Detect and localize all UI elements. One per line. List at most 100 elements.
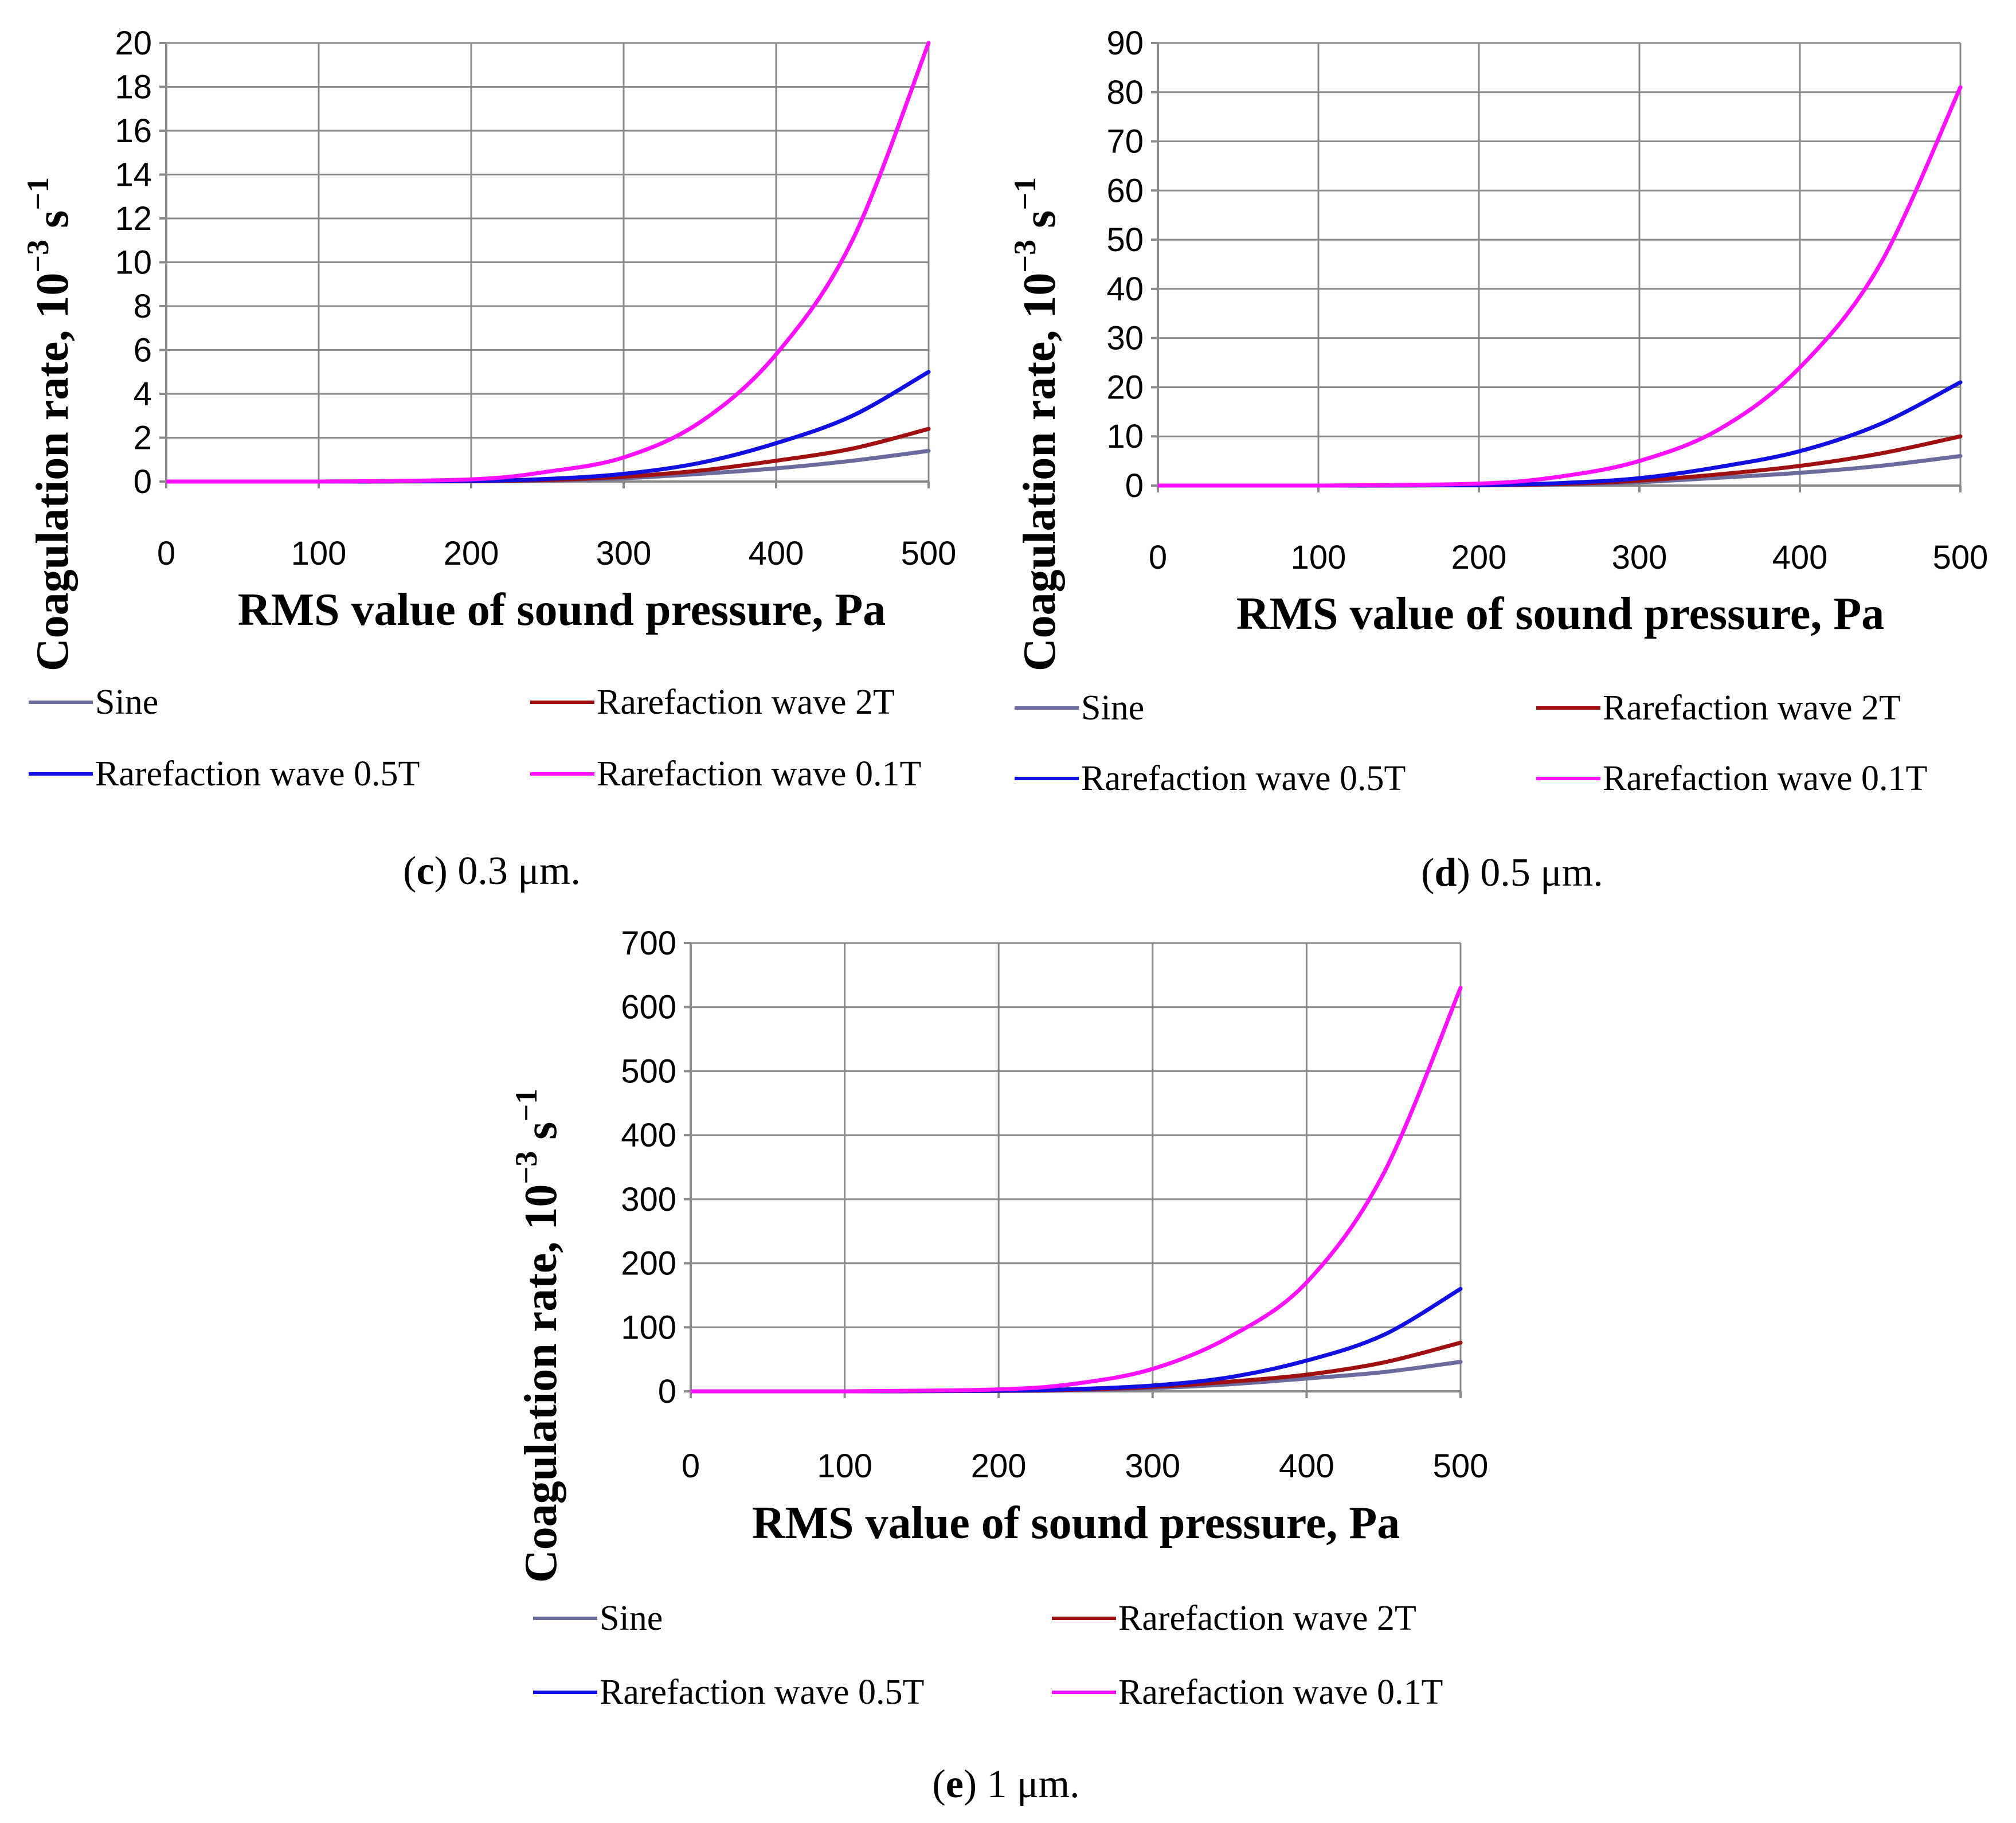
x-tick-label: 0	[682, 1448, 700, 1485]
y-axis-title-base: Coagulation rate, 10	[1015, 273, 1065, 672]
chart-e: 0 100 200 300 400 500 600 700 0 100 200 300 400 500 RM…	[509, 925, 1488, 1806]
y-tick-label: 10	[1106, 418, 1144, 455]
caption-text: 0.5 μm.	[1470, 851, 1603, 895]
y-tick-label: 300	[621, 1181, 676, 1218]
y-tick-label: 100	[621, 1309, 676, 1346]
legend-label-rarefaction-wave-2t: Rarefaction wave 2T	[1118, 1599, 1416, 1638]
series-line-rarefaction-wave-0-1t	[1158, 85, 1963, 488]
x-tick-label: 100	[817, 1448, 872, 1485]
x-tick-label: 400	[1279, 1448, 1334, 1485]
panel-caption: (e) 1 μm.	[932, 1762, 1079, 1806]
caption-letter: e	[946, 1762, 964, 1806]
legend-label-rarefaction-wave-2t: Rarefaction wave 2T	[1603, 688, 1901, 727]
plot-area	[1158, 43, 1960, 486]
series-lines	[166, 41, 931, 484]
series-lines	[1158, 85, 1963, 488]
y-tick-label: 700	[621, 925, 676, 962]
y-tick-label: 4	[134, 375, 152, 413]
y-axis-title: Coagulation rate, 10−3 s−1	[1008, 177, 1065, 671]
y-axis-title-unit: s	[28, 210, 78, 240]
caption-paren-close: )	[434, 849, 448, 893]
caption-paren-open: (	[403, 849, 416, 893]
panel-caption: (d) 0.5 μm.	[1421, 851, 1603, 895]
legend-label-sine: Sine	[1081, 688, 1144, 727]
x-tick-label: 200	[1451, 539, 1507, 576]
y-tick-label: 600	[621, 989, 676, 1026]
caption-paren-close: )	[964, 1762, 977, 1806]
y-axis-title: Coagulation rate, 10−3 s−1	[21, 177, 78, 671]
y-axis-title-exponent: −1	[21, 177, 55, 210]
y-tick-label: 18	[115, 69, 152, 106]
x-tick-label: 300	[596, 535, 652, 572]
x-tick-label: 100	[291, 535, 347, 572]
x-tick-label: 300	[1612, 539, 1667, 576]
x-axis-title: RMS value of sound pressure, Pa	[752, 1498, 1400, 1548]
y-tick-label: 50	[1106, 221, 1144, 259]
legend: Sine Rarefaction wave 2T Rarefaction wave …	[533, 1599, 1443, 1712]
y-tick-label: 70	[1106, 123, 1144, 161]
y-tick-label: 10	[115, 244, 152, 281]
legend-label-rarefaction-wave-2t: Rarefaction wave 2T	[597, 683, 895, 722]
y-tick-label: 80	[1106, 74, 1144, 111]
y-tick-label: 16	[115, 112, 152, 150]
caption-text: 1 μm.	[977, 1762, 1079, 1806]
panel-caption: (c) 0.3 μm.	[403, 849, 581, 893]
y-axis-title-exponent: −1	[1008, 177, 1042, 210]
x-tick-label: 500	[901, 535, 957, 572]
y-tick-label: 14	[115, 157, 152, 194]
y-axis-title-base: Coagulation rate, 10	[28, 273, 78, 672]
caption-paren-close: )	[1457, 851, 1470, 895]
legend-label-sine: Sine	[600, 1599, 663, 1638]
series-lines	[691, 985, 1463, 1394]
series-line-rarefaction-wave-0-1t	[691, 985, 1463, 1394]
x-axis-title: RMS value of sound pressure, Pa	[1236, 589, 1885, 639]
y-tick-label: 2	[134, 420, 152, 457]
y-axis-title-exponent: −1	[509, 1089, 543, 1122]
y-tick-label: 0	[658, 1373, 676, 1410]
legend-label-rarefaction-wave-0-1t: Rarefaction wave 0.1T	[597, 754, 921, 793]
caption-paren-open: (	[1421, 851, 1434, 895]
y-tick-label: 90	[1106, 25, 1144, 62]
y-tick-label: 0	[134, 463, 152, 500]
y-tick-label: 12	[115, 200, 152, 237]
y-tick-label: 6	[134, 332, 152, 369]
y-tick-label: 8	[134, 288, 152, 325]
y-axis-title-unit: s	[516, 1122, 566, 1151]
y-tick-label: 400	[621, 1117, 676, 1154]
y-tick-label: 20	[1106, 369, 1144, 406]
legend-label-rarefaction-wave-0-5t: Rarefaction wave 0.5T	[1081, 759, 1406, 798]
series-line-rarefaction-wave-0-1t	[166, 41, 931, 484]
caption-paren-open: (	[932, 1762, 945, 1806]
y-axis-title: Coagulation rate, 10−3 s−1	[509, 1089, 566, 1583]
legend: Sine Rarefaction wave 2T Rarefaction wave …	[1015, 688, 1927, 798]
y-tick-label: 500	[621, 1053, 676, 1090]
y-tick-label: 0	[1125, 467, 1144, 504]
y-tick-label: 30	[1106, 320, 1144, 357]
x-tick-label: 0	[1149, 539, 1167, 576]
y-axis-title-exponent: −3	[21, 240, 55, 273]
x-tick-label: 400	[749, 535, 804, 572]
x-tick-label: 400	[1772, 539, 1828, 576]
y-tick-label: 40	[1106, 271, 1144, 308]
x-tick-label: 200	[444, 535, 499, 572]
legend-label-rarefaction-wave-0-5t: Rarefaction wave 0.5T	[600, 1673, 924, 1712]
x-axis-title: RMS value of sound pressure, Pa	[238, 585, 886, 635]
chart-d: 0 10 20 30 40 50 60 70 80 90 0 100 200 300 400 500 RMS v…	[1008, 25, 1988, 895]
legend-label-rarefaction-wave-0-5t: Rarefaction wave 0.5T	[95, 754, 420, 793]
caption-text: 0.3 μm.	[448, 849, 581, 893]
y-axis-title-exponent: −3	[1008, 240, 1042, 273]
x-tick-label: 200	[971, 1448, 1027, 1485]
caption-letter: d	[1435, 851, 1457, 895]
legend: Sine Rarefaction wave 2T Rarefaction wave …	[29, 683, 921, 793]
x-tick-label: 500	[1933, 539, 1988, 576]
legend-label-rarefaction-wave-0-1t: Rarefaction wave 0.1T	[1603, 759, 1927, 798]
legend-label-rarefaction-wave-0-1t: Rarefaction wave 0.1T	[1118, 1673, 1443, 1712]
x-tick-label: 100	[1291, 539, 1346, 576]
caption-letter: c	[416, 849, 434, 893]
y-tick-label: 60	[1106, 172, 1144, 209]
y-axis-title-unit: s	[1015, 210, 1065, 240]
y-axis-title-exponent: −3	[509, 1151, 543, 1184]
